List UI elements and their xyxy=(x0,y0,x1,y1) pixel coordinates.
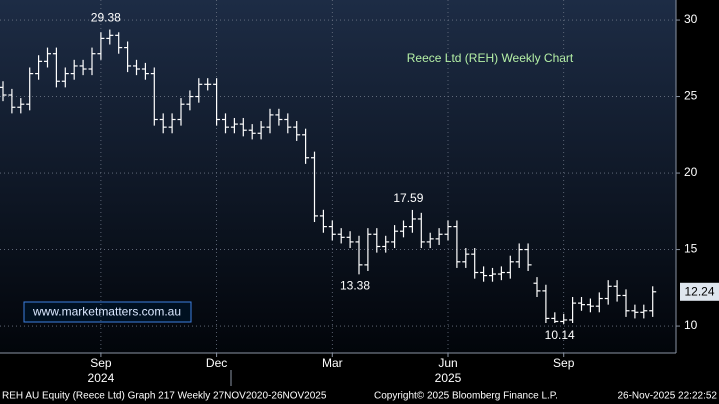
last-price-label: 12.24 xyxy=(684,284,714,298)
y-tick-label: 10 xyxy=(684,318,698,332)
footer-left: REH AU Equity (Reece Ltd) Graph 217 Week… xyxy=(2,391,327,402)
year-label: 2025 xyxy=(435,371,462,385)
annotation: 29.38 xyxy=(91,11,121,25)
last-price-box xyxy=(680,282,719,301)
chart-title: Reece Ltd (REH) Weekly Chart xyxy=(407,51,574,65)
x-tick-label: Dec xyxy=(206,356,227,370)
watermark-box xyxy=(23,301,192,323)
watermark: www.marketmatters.com.au xyxy=(32,305,181,319)
x-tick-label: Mar xyxy=(322,356,343,370)
y-tick-label: 20 xyxy=(684,165,698,179)
x-tick-label: Sep xyxy=(553,356,575,370)
y-tick-label: 30 xyxy=(684,12,698,26)
x-tick-label: Sep xyxy=(90,356,112,370)
footer-right: 26-Nov-2025 22:22:52 xyxy=(617,391,717,402)
footer-center: Copyright© 2025 Bloomberg Finance L.P. xyxy=(374,391,558,402)
year-label: 2024 xyxy=(88,371,115,385)
annotation: 13.38 xyxy=(340,279,370,293)
annotation: 10.14 xyxy=(545,328,575,342)
x-tick-label: Jun xyxy=(438,356,457,370)
annotation: 17.59 xyxy=(393,191,423,205)
y-tick-label: 15 xyxy=(684,242,698,256)
y-tick-label: 25 xyxy=(684,89,698,103)
